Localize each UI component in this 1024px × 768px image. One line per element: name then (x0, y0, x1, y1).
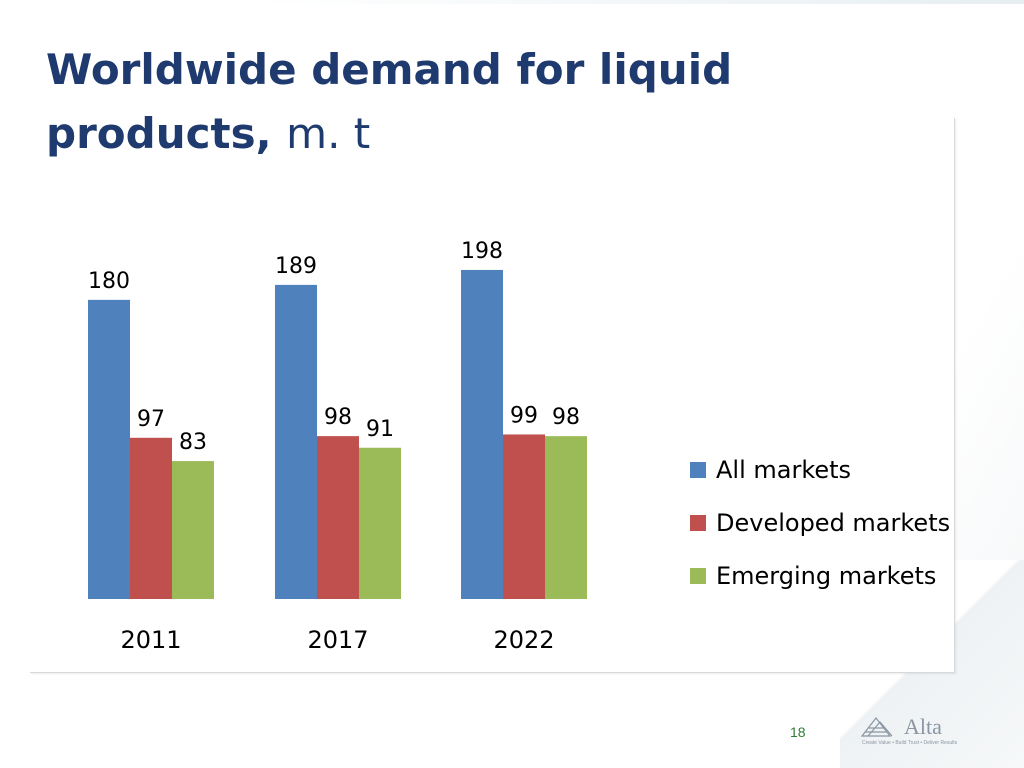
alta-logo: Alta Create Value • Build Trust • Delive… (860, 714, 958, 746)
chart-legend: All markets Developed markets Emerging mar… (690, 443, 950, 602)
bar-emerging-markets-2022 (545, 436, 587, 599)
data-label-all-markets-2011: 180 (88, 269, 130, 294)
data-label-developed-markets-2022: 99 (510, 403, 538, 428)
x-tick-label-2011: 2011 (120, 626, 181, 654)
legend-label: Developed markets (716, 508, 951, 537)
slide-title-unit: m. t (286, 109, 371, 158)
bar-all-markets-2022 (461, 269, 503, 599)
bar-all-markets-2017 (275, 284, 317, 599)
data-label-developed-markets-2011: 97 (137, 407, 165, 432)
x-tick-label-2017: 2017 (307, 626, 368, 654)
bar-emerging-markets-2011 (172, 461, 214, 599)
bar-developed-markets-2011 (130, 437, 172, 599)
slide-title-main: Worldwide demand for liquid products, (46, 45, 733, 158)
data-label-emerging-markets-2011: 83 (179, 430, 207, 455)
bar-emerging-markets-2017 (359, 447, 401, 599)
x-tick-label-2022: 2022 (493, 626, 554, 654)
legend-swatch (690, 514, 706, 531)
data-label-all-markets-2017: 189 (275, 254, 317, 279)
legend-label: Emerging markets (716, 561, 937, 590)
bar-developed-markets-2017 (317, 436, 359, 599)
legend-item-all-markets: All markets (690, 443, 950, 496)
top-accent-rule (255, 0, 1024, 4)
legend-label: All markets (716, 455, 852, 484)
legend-item-emerging-markets: Emerging markets (690, 549, 950, 602)
chart-area: 180 97 83 2011 189 98 91 2017 198 99 98 2022 All ma… (30, 118, 955, 673)
logo-wordmark: Alta (904, 714, 942, 739)
legend-item-developed-markets: Developed markets (690, 496, 950, 549)
bar-all-markets-2011 (88, 299, 130, 599)
data-label-all-markets-2022: 198 (461, 239, 503, 264)
logo-tagline: Create Value • Build Trust • Deliver Res… (862, 740, 958, 746)
bar-developed-markets-2022 (503, 434, 545, 599)
data-label-developed-markets-2017: 98 (324, 405, 352, 430)
data-label-emerging-markets-2017: 91 (366, 417, 394, 442)
data-label-emerging-markets-2022: 98 (552, 405, 580, 430)
slide-title: Worldwide demand for liquid products, m.… (46, 38, 806, 166)
legend-swatch (690, 461, 706, 478)
page-number: 18 (790, 724, 806, 740)
legend-swatch (690, 567, 706, 584)
bar-chart: 180 97 83 2011 189 98 91 2017 198 99 98 2022 (88, 239, 587, 654)
mountain-icon (860, 717, 893, 737)
